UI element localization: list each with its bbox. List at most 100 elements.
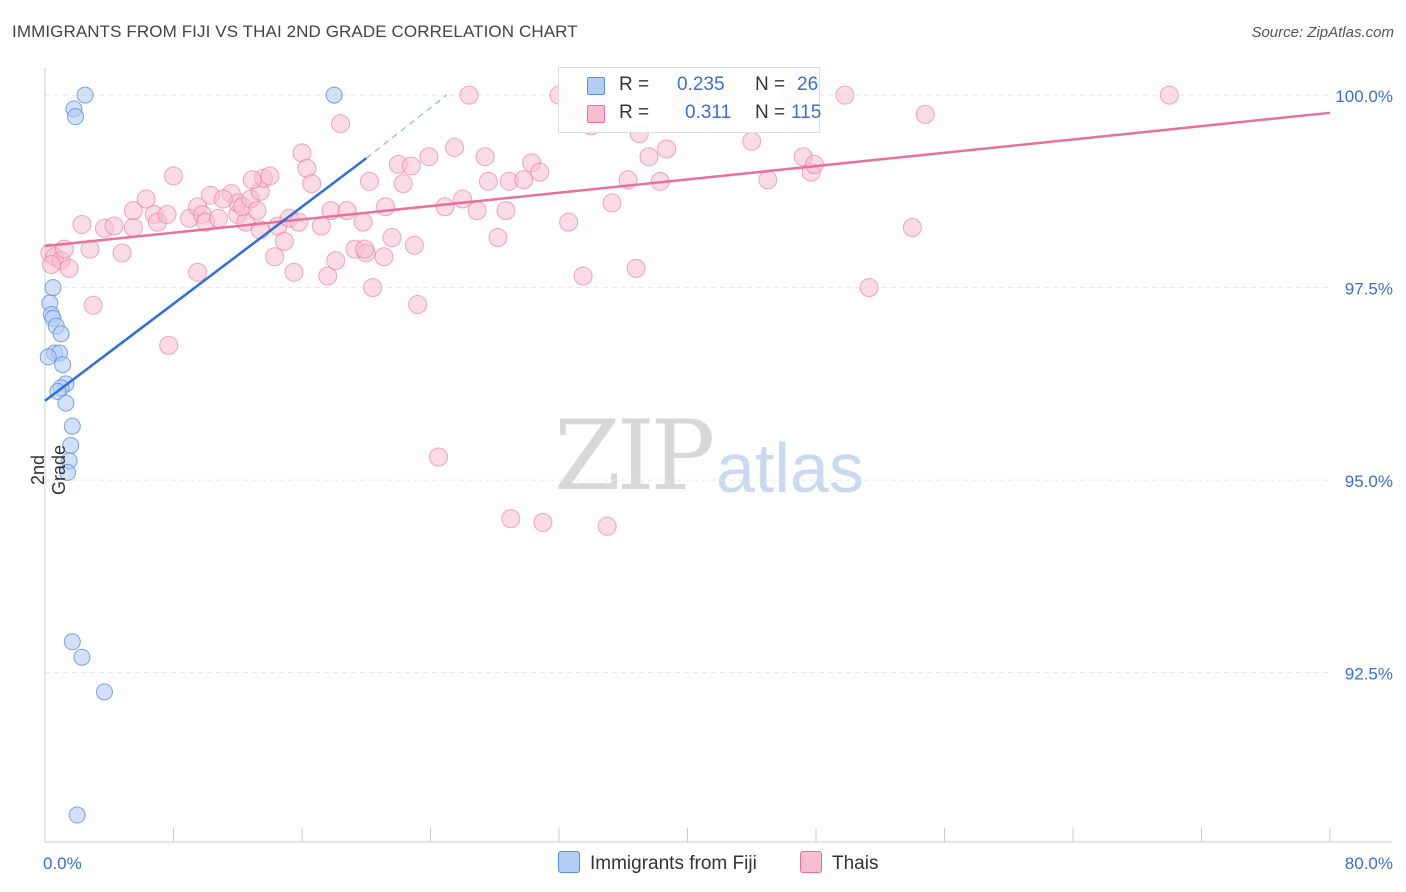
- fiji-swatch-icon: [587, 77, 605, 95]
- thai-point: [404, 235, 424, 255]
- thai-point: [758, 170, 778, 190]
- thai-point: [112, 243, 132, 263]
- thai-point: [326, 251, 346, 271]
- thai-point: [419, 147, 439, 167]
- fiji-point: [63, 417, 81, 435]
- thai-point: [902, 218, 922, 238]
- fiji-point: [52, 325, 70, 343]
- thai-points: [40, 85, 1179, 536]
- x-tick-label-max: 80.0%: [1345, 854, 1393, 873]
- thai-point: [496, 201, 516, 221]
- thai-point: [597, 516, 617, 536]
- thai-point: [363, 278, 383, 298]
- x-tick-label-min: 0.0%: [43, 854, 82, 873]
- fiji-legend-label: Immigrants from Fiji: [590, 853, 757, 874]
- fiji-point: [68, 806, 86, 824]
- watermark-atlas: atlas: [716, 429, 864, 507]
- thai-point: [353, 212, 373, 232]
- thai-point: [459, 85, 479, 105]
- legend-item-thai[interactable]: Thais: [800, 851, 878, 875]
- thai-point: [72, 214, 92, 234]
- fiji-point: [67, 108, 85, 126]
- fiji-point: [57, 394, 75, 412]
- thai-point: [408, 295, 428, 315]
- chart-title: IMMIGRANTS FROM FIJI VS THAI 2ND GRADE C…: [12, 22, 578, 41]
- thai-point: [331, 114, 351, 134]
- fiji-n-label: N =: [755, 74, 786, 95]
- y-tick-label: 100.0%: [1335, 87, 1393, 106]
- thai-point: [835, 85, 855, 105]
- thai-point: [742, 131, 762, 151]
- legend-item-fiji[interactable]: Immigrants from Fiji: [558, 851, 757, 875]
- thai-legend-swatch-icon: [800, 851, 822, 873]
- thai-point: [242, 170, 262, 190]
- thai-point: [859, 278, 879, 298]
- watermark-zip: ZIP: [554, 400, 715, 512]
- thai-point: [533, 512, 553, 532]
- thai-point: [559, 212, 579, 232]
- thai-point: [157, 204, 177, 224]
- thai-point: [467, 201, 487, 221]
- fiji-points: [39, 86, 343, 824]
- y-axis-label: 2nd Grade: [28, 444, 69, 496]
- thai-point: [393, 174, 413, 194]
- fiji-point: [325, 86, 343, 104]
- thai-point: [284, 262, 304, 282]
- thai-point: [136, 189, 156, 209]
- thai-point: [302, 174, 322, 194]
- thai-point: [488, 228, 508, 248]
- thai-point: [573, 266, 593, 286]
- y-tick-label: 97.5%: [1345, 280, 1393, 299]
- thai-point: [123, 201, 143, 221]
- thai-point: [376, 197, 396, 217]
- axes: [44, 68, 1392, 843]
- thai-point: [401, 156, 421, 176]
- y-tick-label: 92.5%: [1345, 665, 1393, 684]
- thai-point: [260, 166, 280, 186]
- thai-n-label: N =: [755, 102, 786, 123]
- thai-point: [80, 239, 100, 259]
- thai-point: [355, 239, 375, 259]
- thai-point: [475, 147, 495, 167]
- thai-point: [915, 104, 935, 124]
- fiji-point: [39, 348, 57, 366]
- thai-point: [159, 335, 179, 355]
- fiji-point: [76, 86, 94, 104]
- thai-point: [83, 295, 103, 315]
- thai-point: [382, 228, 402, 248]
- thai-point: [289, 212, 309, 232]
- fiji-legend-swatch-icon: [558, 851, 580, 873]
- thai-point: [453, 189, 473, 209]
- fiji-point: [73, 648, 91, 666]
- thai-point: [337, 201, 357, 221]
- fiji-r-label: R =: [619, 74, 650, 95]
- thai-n-value: 115: [791, 102, 822, 123]
- thai-point: [311, 216, 331, 236]
- thai-point: [59, 258, 79, 278]
- thai-point: [213, 189, 233, 209]
- y-tick-label: 95.0%: [1345, 472, 1393, 491]
- thai-point: [359, 171, 379, 191]
- thai-point: [374, 247, 394, 267]
- thai-point: [445, 137, 465, 157]
- thai-point: [501, 509, 521, 529]
- thai-swatch-icon: [587, 105, 605, 123]
- fiji-point: [95, 683, 113, 701]
- thai-point: [626, 258, 646, 278]
- thai-point: [657, 139, 677, 159]
- thai-point: [602, 193, 622, 213]
- fiji-n-value: 26: [797, 74, 819, 95]
- thai-point: [265, 247, 285, 267]
- thai-r-value: 0.311: [685, 102, 732, 123]
- thai-point: [435, 197, 455, 217]
- tick-labels: 92.5% 95.0% 97.5% 100.0% 0.0% 80.0%: [43, 87, 1393, 873]
- thai-point: [247, 201, 267, 221]
- thai-point: [318, 266, 338, 286]
- fiji-point: [44, 279, 62, 297]
- thai-point: [429, 447, 449, 467]
- thai-r-label: R =: [619, 102, 650, 123]
- thai-point: [478, 171, 498, 191]
- thai-point: [1159, 85, 1179, 105]
- thai-point: [208, 208, 228, 228]
